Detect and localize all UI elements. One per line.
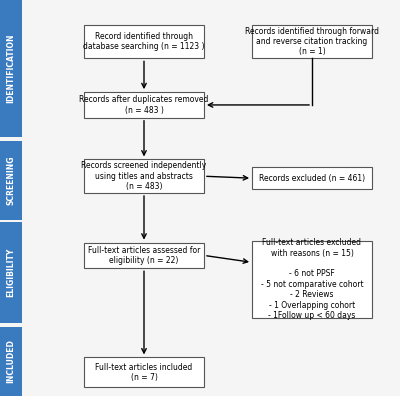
Text: ELIGIBILITY: ELIGIBILITY — [6, 248, 16, 297]
FancyBboxPatch shape — [84, 357, 204, 387]
Text: Records identified through forward
and reverse citation tracking
(n = 1): Records identified through forward and r… — [245, 27, 379, 57]
Text: SCREENING: SCREENING — [6, 155, 16, 205]
FancyBboxPatch shape — [252, 25, 372, 58]
Text: Full-text articles assessed for
eligibility (n = 22): Full-text articles assessed for eligibil… — [88, 246, 200, 265]
FancyBboxPatch shape — [0, 222, 22, 323]
Text: Record identified through
database searching (n = 1123 ): Record identified through database searc… — [83, 32, 205, 51]
FancyBboxPatch shape — [252, 241, 372, 318]
Text: Records screened independently
using titles and abstracts
(n = 483): Records screened independently using tit… — [81, 161, 207, 191]
Text: IDENTIFICATION: IDENTIFICATION — [6, 34, 16, 103]
FancyBboxPatch shape — [84, 242, 204, 268]
FancyBboxPatch shape — [252, 167, 372, 189]
FancyBboxPatch shape — [0, 141, 22, 220]
FancyBboxPatch shape — [0, 0, 22, 137]
Text: Full-text articles excluded
with reasons (n = 15)

- 6 not PPSF
- 5 not comparat: Full-text articles excluded with reasons… — [261, 238, 363, 320]
FancyBboxPatch shape — [84, 25, 204, 58]
FancyBboxPatch shape — [0, 327, 22, 396]
FancyBboxPatch shape — [84, 159, 204, 193]
Text: Full-text articles included
(n = 7): Full-text articles included (n = 7) — [95, 363, 193, 382]
Text: Records excluded (n = 461): Records excluded (n = 461) — [259, 174, 365, 183]
FancyBboxPatch shape — [84, 92, 204, 118]
Text: Records after duplicates removed
(n = 483 ): Records after duplicates removed (n = 48… — [79, 95, 209, 114]
Text: INCLUDED: INCLUDED — [6, 339, 16, 383]
